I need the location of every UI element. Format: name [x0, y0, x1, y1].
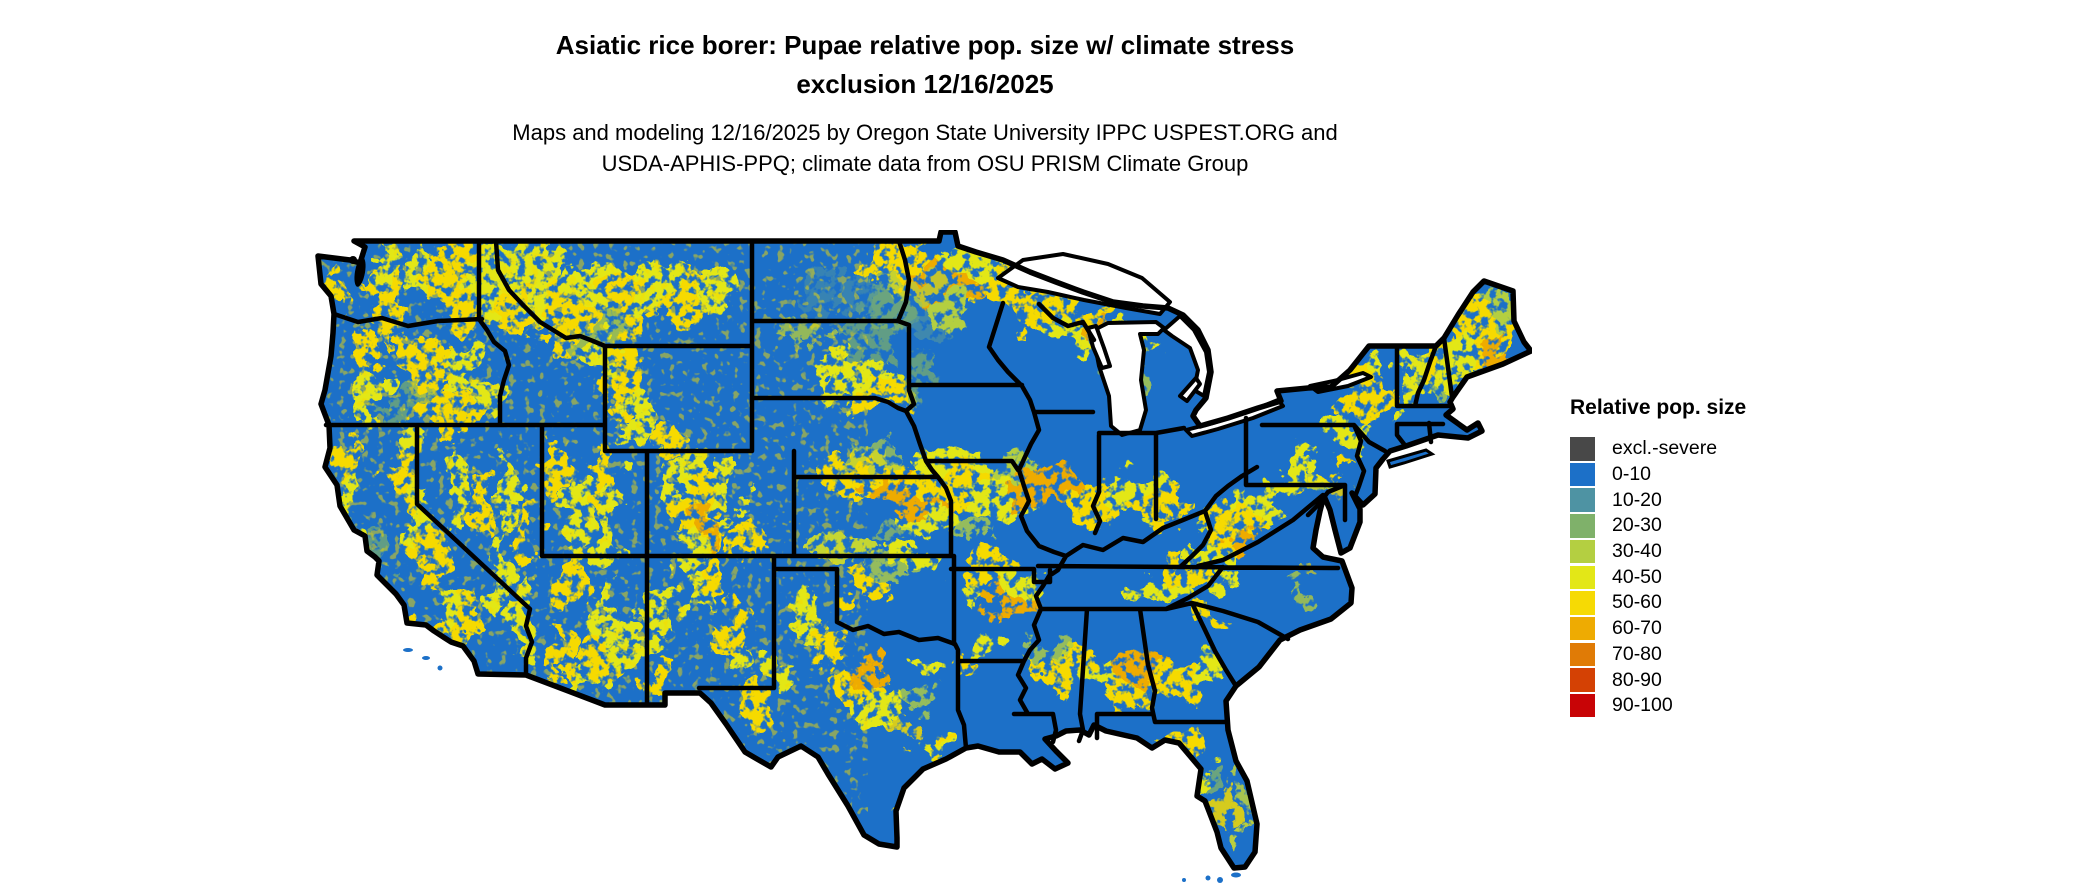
title-line-2: exclusion 12/16/2025: [796, 69, 1054, 99]
title-line-1: Asiatic rice borer: Pupae relative pop. …: [555, 30, 1295, 60]
puget-sound: [349, 256, 366, 287]
legend-entry: 60-70: [1570, 616, 1870, 642]
saginaw-bay: [1178, 376, 1202, 403]
legend-swatch: [1570, 616, 1595, 641]
header: Asiatic rice borer: Pupae relative pop. …: [0, 26, 1850, 179]
us-population-map: [308, 230, 1532, 887]
channel-islands: [403, 648, 443, 671]
legend-swatch: [1570, 642, 1595, 667]
legend-entry-label: 20-30: [1612, 514, 1662, 537]
legend-entry-label: 50-60: [1612, 591, 1662, 614]
legend-entry: 90-100: [1570, 693, 1870, 719]
legend-entries: excl.-severe 0-10 10-20 20-30 30-40 40-50 50-6…: [1570, 436, 1870, 719]
legend-swatch: [1570, 462, 1595, 487]
legend-entry-label: 40-50: [1612, 565, 1662, 588]
page-title: Asiatic rice borer: Pupae relative pop. …: [0, 26, 1850, 104]
legend-entry: 80-90: [1570, 667, 1870, 693]
legend-swatch: [1570, 488, 1595, 512]
legend-entry-label: 10-20: [1612, 488, 1662, 511]
legend-entry-label: 90-100: [1612, 694, 1673, 717]
legend-swatch: [1570, 565, 1595, 590]
legend-entry: 30-40: [1570, 539, 1870, 565]
page-subtitle: Maps and modeling 12/16/2025 by Oregon S…: [0, 117, 1850, 179]
legend: Relative pop. size excl.-severe 0-10 10-20…: [1570, 396, 1870, 719]
legend-entry: 70-80: [1570, 642, 1870, 668]
legend-entry: 10-20: [1570, 487, 1870, 513]
legend-entry-label: 60-70: [1612, 617, 1662, 640]
legend-entry: 0-10: [1570, 462, 1870, 488]
legend-title: Relative pop. size: [1570, 396, 1747, 419]
florida-keys: [1182, 872, 1241, 883]
legend-swatch: [1570, 539, 1595, 564]
subtitle-line-1: Maps and modeling 12/16/2025 by Oregon S…: [512, 120, 1338, 145]
terrain-speckle: [318, 232, 868, 868]
legend-entry: 40-50: [1570, 564, 1870, 590]
legend-entry-label: 0-10: [1612, 463, 1652, 486]
subtitle-line-2: USDA-APHIS-PPQ; climate data from OSU PR…: [601, 151, 1249, 176]
legend-swatch: [1570, 514, 1595, 538]
legend-entry-label: excl.-severe: [1612, 437, 1718, 460]
legend-entry-label: 70-80: [1612, 642, 1662, 665]
legend-swatch: [1570, 693, 1595, 718]
legend-swatch: [1570, 437, 1595, 461]
us-map-svg: [308, 230, 1532, 883]
legend-entry: 20-30: [1570, 513, 1870, 539]
legend-entry-label: 30-40: [1612, 540, 1662, 563]
legend-entry: excl.-severe: [1570, 436, 1870, 462]
map-base: [318, 232, 1531, 868]
legend-swatch: [1570, 591, 1595, 615]
long-island: [1386, 448, 1436, 469]
legend-swatch: [1570, 668, 1595, 692]
legend-entry-label: 80-90: [1612, 668, 1662, 691]
legend-entry: 50-60: [1570, 590, 1870, 616]
lake-michigan: [1092, 320, 1166, 437]
state-borders: [323, 238, 1455, 751]
